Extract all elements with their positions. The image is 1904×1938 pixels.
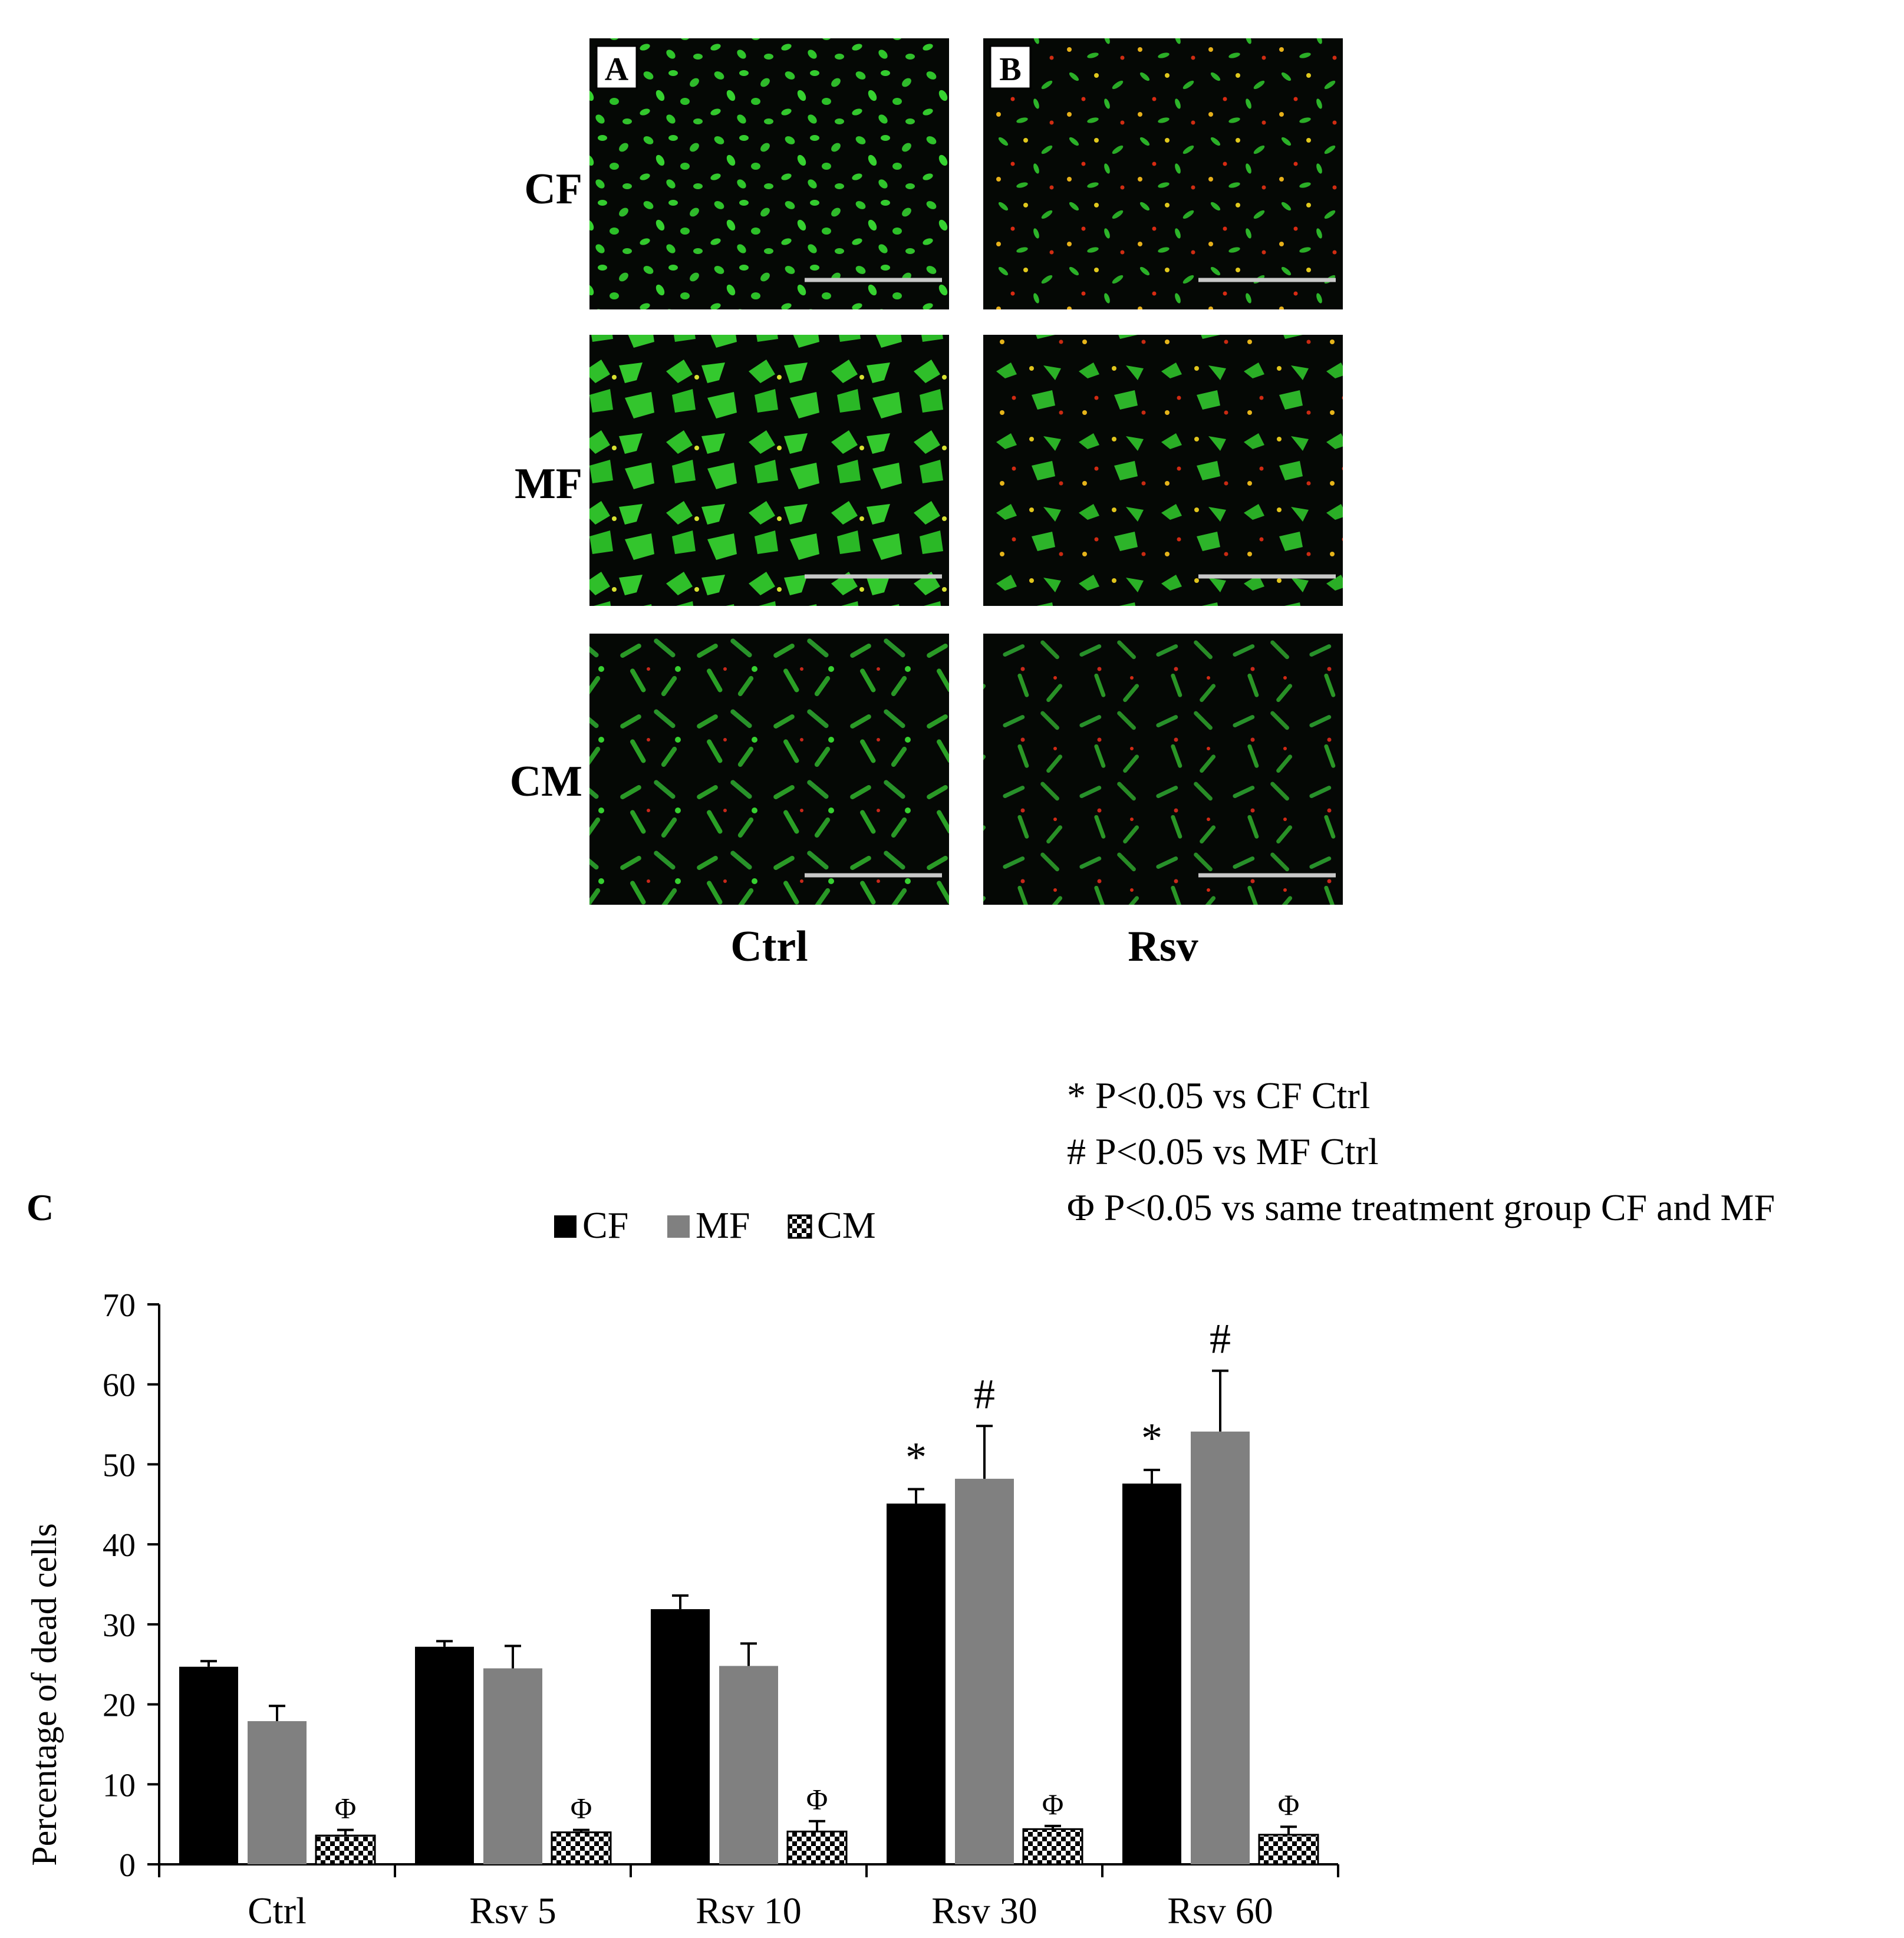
y-tick-label: 40: [103, 1527, 136, 1564]
note-hash: # P<0.05 vs MF Ctrl: [1067, 1130, 1379, 1172]
significance-marker: Φ: [1278, 1788, 1300, 1821]
panel-letter-a: A: [595, 45, 638, 90]
column-label-rsv: Rsv: [1128, 922, 1198, 971]
bar-cm: [1258, 1834, 1319, 1866]
bar-cf: [887, 1503, 946, 1864]
significance-marker: Φ: [806, 1783, 828, 1816]
x-tick-label: Rsv 60: [1167, 1890, 1273, 1932]
bar-mf: [955, 1478, 1014, 1864]
bar-cm: [1022, 1828, 1083, 1866]
bar-mf: [248, 1721, 307, 1864]
row-label-cf: CF: [524, 165, 582, 213]
bar-cm: [551, 1831, 612, 1866]
row-label-mf: MF: [515, 460, 582, 508]
legend-label-mf: MF: [696, 1204, 750, 1246]
bar-cf: [415, 1646, 474, 1864]
micrograph-cf-ctrl: [589, 38, 949, 309]
plot-area: * * # # Φ Φ Φ Φ Φ: [179, 1316, 1319, 1866]
y-tick-label: 10: [103, 1767, 136, 1804]
bar-mf: [1191, 1431, 1250, 1864]
x-tick-label: Rsv 5: [469, 1890, 556, 1932]
svg-text:B: B: [999, 51, 1021, 88]
legend-swatch-mf: [667, 1215, 690, 1238]
y-tick-label: 70: [103, 1287, 136, 1324]
micrograph-cm-rsv: [983, 634, 1343, 905]
svg-text:A: A: [605, 51, 629, 88]
y-tick-label: 30: [103, 1607, 136, 1644]
legend: CF MF CM: [554, 1204, 876, 1246]
y-tick-label: 0: [119, 1847, 136, 1884]
legend-swatch-cm: [788, 1214, 812, 1239]
significance-marker: Φ: [571, 1792, 592, 1825]
y-tick-label: 20: [103, 1687, 136, 1724]
significance-marker: Φ: [335, 1792, 357, 1825]
row-label-cm: CM: [510, 757, 582, 806]
micrograph-cf-rsv: [983, 38, 1343, 309]
x-tick-label: Rsv 10: [696, 1890, 802, 1932]
significance-marker: Φ: [1042, 1788, 1064, 1821]
x-tick-label: Ctrl: [248, 1890, 307, 1932]
legend-swatch-cf: [554, 1215, 577, 1238]
bar-cf: [1122, 1484, 1181, 1864]
bar-cf: [651, 1609, 710, 1864]
significance-marker: #: [974, 1370, 995, 1418]
y-tick-label: 50: [103, 1447, 136, 1484]
panel-letter-b: B: [989, 45, 1032, 90]
bar-cm: [786, 1830, 848, 1866]
panel-label-c: C: [27, 1186, 54, 1228]
y-tick-label: 60: [103, 1367, 136, 1404]
significance-marker: *: [905, 1434, 927, 1481]
bar-cm: [315, 1834, 376, 1866]
micrograph-mf-ctrl: [589, 335, 949, 606]
legend-label-cf: CF: [582, 1204, 628, 1246]
x-tick-label: Rsv 30: [931, 1890, 1037, 1932]
bar-mf: [483, 1668, 542, 1864]
significance-marker: *: [1141, 1415, 1162, 1462]
micrograph-grid: CF MF CM A B Ctrl Rsv: [510, 38, 1343, 971]
y-axis-title: Percentage of dead cells: [25, 1523, 64, 1866]
micrograph-mf-rsv: [983, 335, 1343, 606]
legend-label-cm: CM: [817, 1204, 876, 1246]
bar-mf: [719, 1666, 778, 1864]
note-star: * P<0.05 vs CF Ctrl: [1067, 1075, 1370, 1116]
bar-cf: [179, 1666, 238, 1864]
note-phi: Φ P<0.05 vs same treatment group CF and …: [1067, 1186, 1775, 1228]
significance-marker: #: [1210, 1316, 1231, 1363]
micrograph-cm-ctrl: [589, 634, 949, 905]
column-label-ctrl: Ctrl: [730, 922, 808, 971]
bar-chart: C * P<0.05 vs CF Ctrl # P<0.05 vs MF Ctr…: [25, 1075, 1775, 1932]
